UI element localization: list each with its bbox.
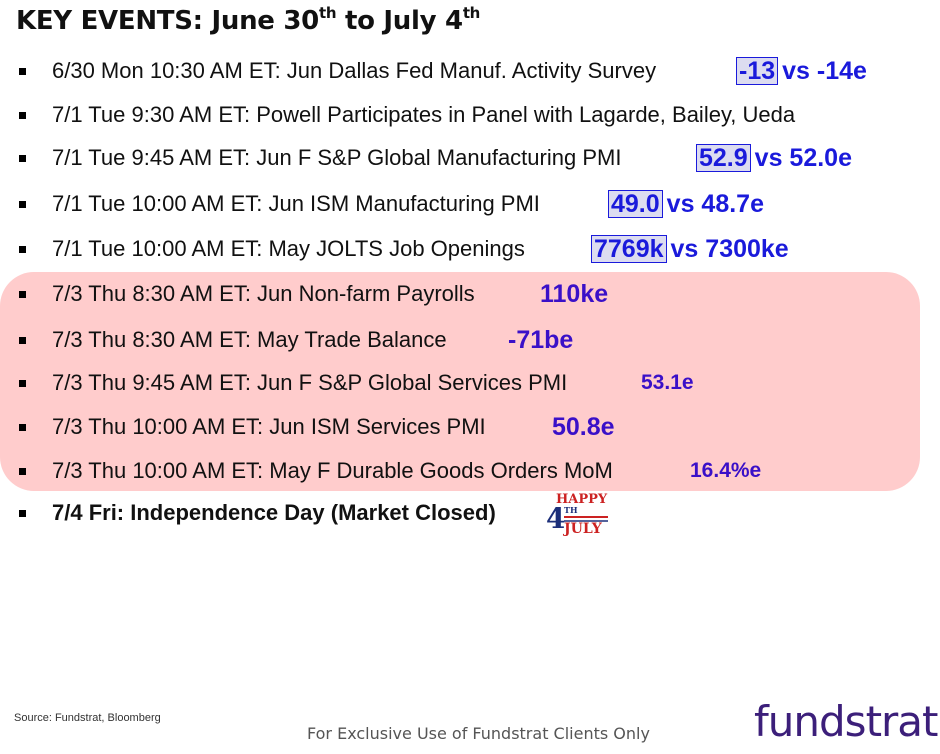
logo-happy-text: HAPPY [556,492,608,507]
footer-disclaimer: For Exclusive Use of Fundstrat Clients O… [307,724,650,743]
event-text: 7/3 Thu 10:00 AM ET: May F Durable Goods… [52,458,613,483]
event-text: 7/3 Thu 10:00 AM ET: Jun ISM Services PM… [52,414,486,439]
event-values: -13 vs -14e [736,56,867,86]
source-note: Source: Fundstrat, Bloomberg [14,712,161,724]
bullet-icon [19,68,26,75]
estimate-value: 16.4%e [690,459,762,482]
event-text: 7/3 Thu 8:30 AM ET: Jun Non-farm Payroll… [52,281,475,306]
estimate-value: -71be [508,326,574,354]
consensus-value: vs -14e [782,57,867,85]
consensus-value: vs 48.7e [666,190,764,218]
event-text: 7/3 Thu 8:30 AM ET: May Trade Balance [52,327,447,352]
bullet-icon [19,246,26,253]
event-text: 6/30 Mon 10:30 AM ET: Jun Dallas Fed Man… [52,58,657,83]
bullet-icon [19,424,26,431]
estimate-value: 110ke [540,280,609,308]
bullet-icon [19,155,26,162]
bullet-icon [19,291,26,298]
event-text: 7/1 Tue 9:45 AM ET: Jun F S&P Global Man… [52,145,622,170]
brand-logo: fundstrat [754,697,939,746]
actual-value: 49.0 [608,190,663,218]
actual-value: 7769k [591,235,667,263]
bullet-icon [19,201,26,208]
bullet-icon [19,112,26,119]
logo-th-text: TH [564,505,578,515]
logo-july-text: JULY [562,521,603,537]
thursday-highlight-panel [0,272,920,491]
consensus-value: vs 7300ke [670,235,789,263]
event-values: 52.9 vs 52.0e [696,143,852,173]
estimate-value: 53.1e [641,371,694,394]
happy-4th-july-logo: HAPPY 4 TH JULY [546,492,608,537]
event-text: 7/4 Fri: Independence Day (Market Closed… [52,500,496,525]
event-text: 7/1 Tue 10:00 AM ET: Jun ISM Manufacturi… [52,191,540,216]
actual-value: 52.9 [696,144,751,172]
bullet-icon [19,510,26,517]
event-text: 7/3 Thu 9:45 AM ET: Jun F S&P Global Ser… [52,370,568,395]
event-text: 7/1 Tue 10:00 AM ET: May JOLTS Job Openi… [52,236,525,261]
event-values: 7769k vs 7300ke [591,234,789,264]
event-text: 7/1 Tue 9:30 AM ET: Powell Participates … [52,102,796,127]
page-title: KEY EVENTS: June 30th to July 4th [16,4,481,36]
event-values: 49.0 vs 48.7e [608,189,764,219]
consensus-value: vs 52.0e [754,144,852,172]
bullet-icon [19,337,26,344]
actual-value: -13 [736,57,779,85]
bullet-icon [19,380,26,387]
logo-four-text: 4 [546,502,565,535]
estimate-value: 50.8e [552,413,615,441]
bullet-icon [19,468,26,475]
